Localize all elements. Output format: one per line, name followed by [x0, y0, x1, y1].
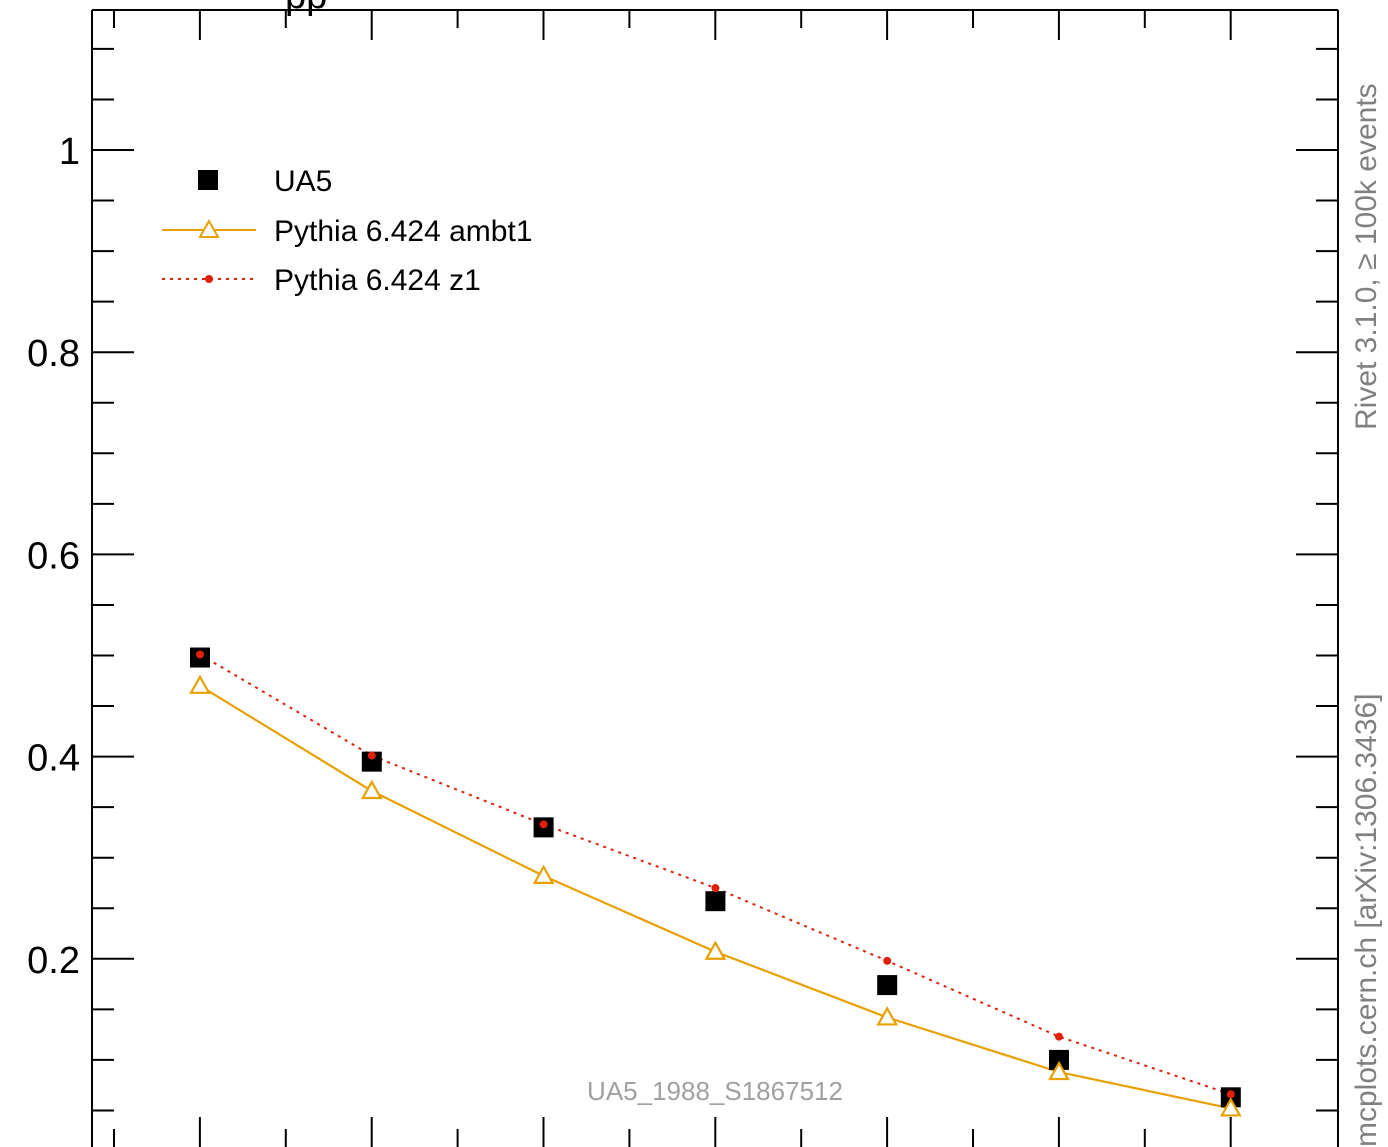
y-tick-label: 0.8 — [27, 333, 80, 375]
ua5-point — [1049, 1049, 1069, 1070]
ambt1-point — [1048, 1060, 1070, 1081]
legend: UA5 Pythia 6.424 ambt1 Pythia 6.424 z1 — [162, 165, 533, 297]
y-tick-labels: 0.2 0.4 0.6 0.8 1 — [27, 131, 80, 982]
series-layer — [189, 647, 1242, 1117]
ambt1-point — [360, 779, 383, 800]
ua5-point — [877, 975, 898, 996]
ambt1-point — [1219, 1097, 1242, 1117]
legend-label: Pythia 6.424 z1 — [274, 264, 481, 297]
axis-ticks — [92, 10, 1338, 1147]
ua5-point — [705, 891, 726, 912]
y-tick-label: 0.2 — [27, 940, 80, 982]
z1-point — [711, 884, 720, 893]
legend-ambt1-marker — [198, 218, 220, 238]
z1-point — [883, 956, 892, 965]
legend-label: UA5 — [274, 165, 332, 198]
z1-point — [367, 751, 376, 760]
ambt1-point — [532, 864, 555, 884]
chart-title: pp — [285, 0, 327, 17]
y-tick-label: 0.4 — [27, 738, 80, 780]
mcplots-label: mcplots.cern.ch [arXiv:1306.3436] — [1350, 693, 1383, 1147]
legend-ua5-marker — [198, 170, 218, 190]
ambt1-point — [876, 1006, 899, 1026]
ambt1-point — [189, 674, 211, 694]
legend-z1-marker — [205, 275, 213, 283]
watermark-label: UA5_1988_S1867512 — [587, 1076, 843, 1106]
y-tick-label: 0.6 — [27, 535, 80, 577]
rivet-label: Rivet 3.1.0, ≥ 100k events — [1350, 83, 1383, 430]
series-line-z1 — [199, 653, 1232, 1096]
z1-point — [539, 820, 548, 829]
ua5-point — [361, 751, 382, 772]
ambt1-point — [704, 940, 727, 960]
z1-point — [196, 650, 204, 659]
y-tick-label: 1 — [59, 131, 80, 173]
legend-label: Pythia 6.424 ambt1 — [274, 215, 533, 248]
z1-point — [1055, 1032, 1063, 1041]
z1-point — [1226, 1090, 1235, 1099]
